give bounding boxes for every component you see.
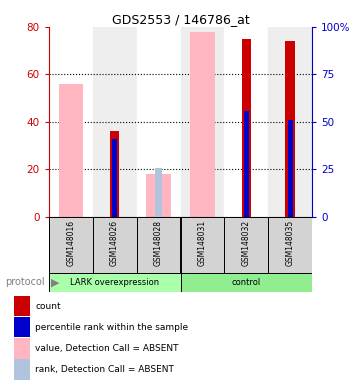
Bar	[268, 27, 312, 217]
Bar	[14, 317, 30, 338]
Bar	[288, 120, 293, 217]
Text: ▶: ▶	[51, 277, 59, 287]
Text: value, Detection Call = ABSENT: value, Detection Call = ABSENT	[35, 344, 179, 353]
Text: GSM148016: GSM148016	[66, 220, 75, 266]
Bar	[225, 217, 268, 273]
Bar	[14, 338, 30, 359]
Text: control: control	[232, 278, 261, 287]
Bar	[286, 41, 295, 217]
Bar	[268, 217, 312, 273]
Bar	[147, 174, 171, 217]
Bar	[112, 139, 117, 217]
Bar	[14, 296, 30, 316]
Bar	[225, 27, 268, 217]
Bar	[49, 217, 93, 273]
Bar	[14, 359, 30, 380]
Bar	[58, 84, 83, 217]
Bar	[190, 31, 214, 217]
Text: protocol: protocol	[5, 277, 45, 287]
Text: count: count	[35, 302, 61, 311]
Bar	[49, 273, 180, 292]
Title: GDS2553 / 146786_at: GDS2553 / 146786_at	[112, 13, 249, 26]
Text: GSM148031: GSM148031	[198, 220, 207, 266]
Text: LARK overexpression: LARK overexpression	[70, 278, 159, 287]
Bar	[136, 27, 180, 217]
Bar	[93, 217, 136, 273]
Bar	[93, 27, 136, 217]
Text: percentile rank within the sample: percentile rank within the sample	[35, 323, 188, 332]
Bar	[244, 111, 249, 217]
Bar	[180, 217, 225, 273]
Bar	[49, 27, 93, 217]
Bar	[136, 217, 180, 273]
Bar	[155, 167, 162, 217]
Bar	[110, 131, 119, 217]
Text: rank, Detection Call = ABSENT: rank, Detection Call = ABSENT	[35, 365, 174, 374]
Text: GSM148028: GSM148028	[154, 220, 163, 266]
Bar	[180, 27, 225, 217]
Text: GSM148035: GSM148035	[286, 220, 295, 266]
Bar	[180, 273, 312, 292]
Bar	[242, 39, 251, 217]
Text: GSM148026: GSM148026	[110, 220, 119, 266]
Text: GSM148032: GSM148032	[242, 220, 251, 266]
